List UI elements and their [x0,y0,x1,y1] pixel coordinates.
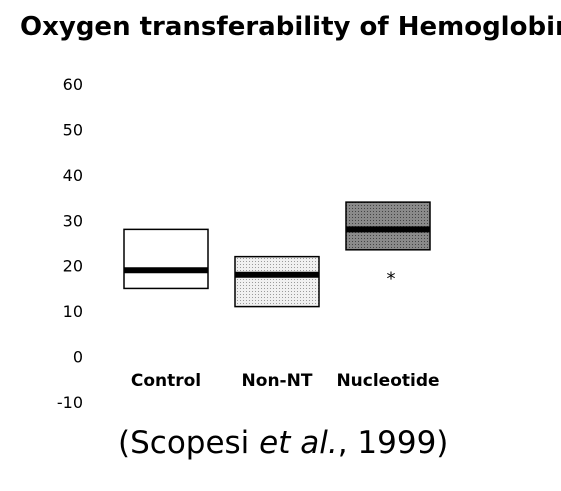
category-label: Nucleotide [336,371,439,391]
category-label: Non-NT [242,371,313,391]
annotations: * [387,269,396,290]
y-tick-label: 40 [63,166,83,185]
y-tick-label: -10 [57,393,83,412]
y-axis-ticks: 60 50 40 30 20 10 0 -10 [57,75,83,412]
category-labels: Control Non-NT Nucleotide [131,371,440,391]
y-tick-label: 20 [63,257,83,276]
category-label: Control [131,371,201,391]
y-tick-label: 30 [63,211,83,230]
y-tick-label: 50 [63,120,83,139]
box-control [123,228,209,290]
citation: (Scopesi et al., 1999) [118,425,448,461]
y-tick-label: 60 [63,75,83,94]
citation-suffix: , 1999) [337,425,449,461]
y-tick-label: 10 [63,302,83,321]
citation-prefix: (Scopesi [118,425,260,461]
chart-title: Oxygen transferability of Hemoglobin [20,12,561,42]
citation-italic: et al. [259,425,338,461]
y-tick-label: 0 [73,348,83,367]
boxes [123,201,431,308]
significance-asterisk: * [387,269,396,290]
box-nucleotide [345,201,431,251]
box-non-nt [234,255,320,308]
